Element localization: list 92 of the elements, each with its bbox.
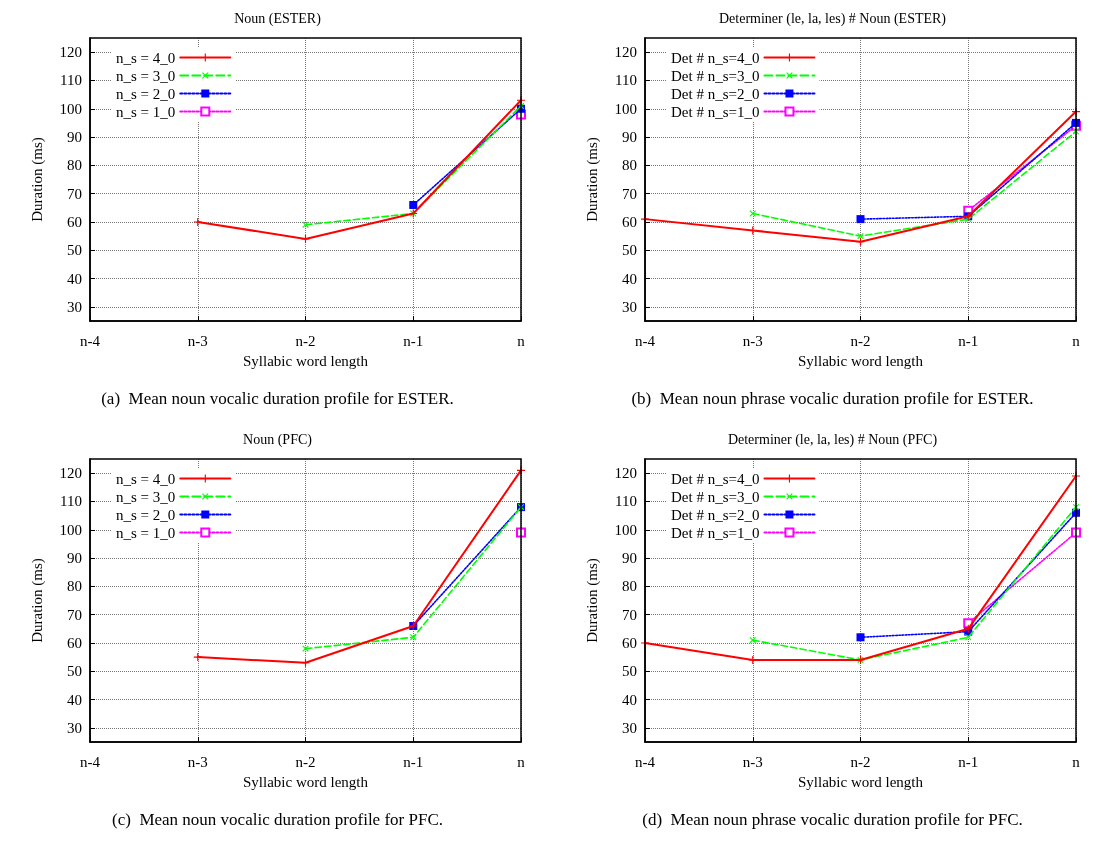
legend-label: Det # n_s=3_0 — [670, 488, 760, 505]
text: (a) Mean noun vocalic duration profile for ESTER. — [101, 389, 454, 408]
legend-label: n_s = 3_0 — [116, 488, 176, 505]
y-tick-label: 80 — [67, 157, 82, 174]
y-tick-label: 30 — [67, 719, 82, 736]
x-axis-title: Syllabic word length — [798, 352, 924, 369]
x-tick-label: n — [1072, 753, 1081, 770]
x-axis-title: Syllabic word length — [243, 773, 369, 790]
y-tick-label: 40 — [67, 270, 82, 287]
y-tick-label: 90 — [622, 550, 637, 567]
y-tick-label: 100 — [614, 100, 637, 117]
y-tick-label: 60 — [67, 634, 82, 651]
y-tick-label: 110 — [615, 72, 637, 89]
y-tick-label: 120 — [614, 44, 637, 61]
x-tick-label: n-4 — [635, 332, 656, 349]
y-tick-label: 110 — [60, 72, 82, 89]
y-tick-label: 50 — [67, 663, 82, 680]
x-tick-label: n-2 — [295, 332, 316, 349]
y-tick-label: 30 — [622, 719, 637, 736]
y-tick-label: 120 — [59, 44, 82, 61]
legend-label: Det # n_s=4_0 — [670, 470, 760, 487]
y-axis-title: Duration (ms) — [583, 558, 601, 643]
x-tick-label: n-1 — [403, 332, 424, 349]
legend-label: n_s = 1_0 — [116, 524, 176, 541]
y-tick-label: 90 — [622, 129, 637, 146]
chart-title: Noun (ESTER) — [234, 10, 322, 27]
y-tick-label: 40 — [67, 691, 82, 708]
legend-label: Det # n_s=3_0 — [670, 67, 760, 84]
legend-label: Det # n_s=2_0 — [670, 85, 760, 102]
y-tick-label: 70 — [67, 185, 82, 202]
y-tick-label: 90 — [67, 129, 82, 146]
legend-label: n_s = 4_0 — [116, 49, 176, 66]
y-tick-label: 90 — [67, 550, 82, 567]
y-axis-title: Duration (ms) — [583, 137, 601, 222]
legend-label: n_s = 3_0 — [116, 67, 176, 84]
x-tick-label: n — [517, 332, 526, 349]
text: (b) Mean noun phrase vocalic duration profile for ESTER. — [631, 389, 1034, 408]
y-tick-label: 120 — [614, 465, 637, 482]
y-tick-label: 100 — [614, 521, 637, 538]
y-tick-label: 30 — [67, 298, 82, 315]
legend-label: Det # n_s=1_0 — [670, 524, 760, 541]
x-tick-label: n-1 — [958, 332, 979, 349]
x-tick-label: n-2 — [295, 753, 316, 770]
y-tick-label: 80 — [622, 157, 637, 174]
x-axis-title: Syllabic word length — [798, 773, 924, 790]
x-tick-label: n — [1072, 332, 1081, 349]
y-axis-title: Duration (ms) — [28, 137, 46, 222]
y-tick-label: 50 — [67, 242, 82, 259]
x-axis-title: Syllabic word length — [243, 352, 369, 369]
x-tick-label: n-4 — [80, 332, 101, 349]
legend-label: Det # n_s=1_0 — [670, 103, 760, 120]
x-tick-label: n-2 — [850, 753, 871, 770]
y-tick-label: 60 — [67, 213, 82, 230]
y-tick-label: 40 — [622, 691, 637, 708]
x-tick-label: n — [517, 753, 526, 770]
x-tick-label: n-4 — [80, 753, 101, 770]
y-tick-label: 60 — [622, 213, 637, 230]
x-tick-label: n-3 — [187, 753, 208, 770]
legend-label: n_s = 2_0 — [116, 85, 176, 102]
y-tick-label: 50 — [622, 242, 637, 259]
x-tick-label: n-3 — [742, 332, 763, 349]
y-tick-label: 50 — [622, 663, 637, 680]
y-tick-label: 110 — [615, 493, 637, 510]
legend-label: n_s = 1_0 — [116, 103, 176, 120]
x-tick-label: n-1 — [403, 753, 424, 770]
y-tick-label: 100 — [59, 100, 82, 117]
text: (d) Mean noun phrase vocalic duration profile for PFC. — [642, 810, 1023, 829]
legend-label: n_s = 2_0 — [116, 506, 176, 523]
legend-label: n_s = 4_0 — [116, 470, 176, 487]
chart-title: Determiner (le, la, les) # Noun (PFC) — [727, 431, 938, 448]
y-tick-label: 70 — [622, 606, 637, 623]
y-tick-label: 120 — [59, 465, 82, 482]
y-tick-label: 60 — [622, 634, 637, 651]
y-tick-label: 70 — [67, 606, 82, 623]
x-tick-label: n-4 — [635, 753, 656, 770]
x-tick-label: n-3 — [742, 753, 763, 770]
legend-label: Det # n_s=4_0 — [670, 49, 760, 66]
y-axis-title: Duration (ms) — [28, 558, 46, 643]
x-tick-label: n-3 — [187, 332, 208, 349]
legend-label: Det # n_s=2_0 — [670, 506, 760, 523]
x-tick-label: n-2 — [850, 332, 871, 349]
y-tick-label: 110 — [60, 493, 82, 510]
chart-title: Determiner (le, la, les) # Noun (ESTER) — [718, 10, 947, 27]
y-tick-label: 40 — [622, 270, 637, 287]
y-tick-label: 80 — [67, 578, 82, 595]
text: (c) Mean noun vocalic duration profile for PFC. — [112, 810, 443, 829]
x-tick-label: n-1 — [958, 753, 979, 770]
y-tick-label: 80 — [622, 578, 637, 595]
y-tick-label: 70 — [622, 185, 637, 202]
y-tick-label: 100 — [59, 521, 82, 538]
chart-title: Noun (PFC) — [243, 431, 313, 448]
y-tick-label: 30 — [622, 298, 637, 315]
